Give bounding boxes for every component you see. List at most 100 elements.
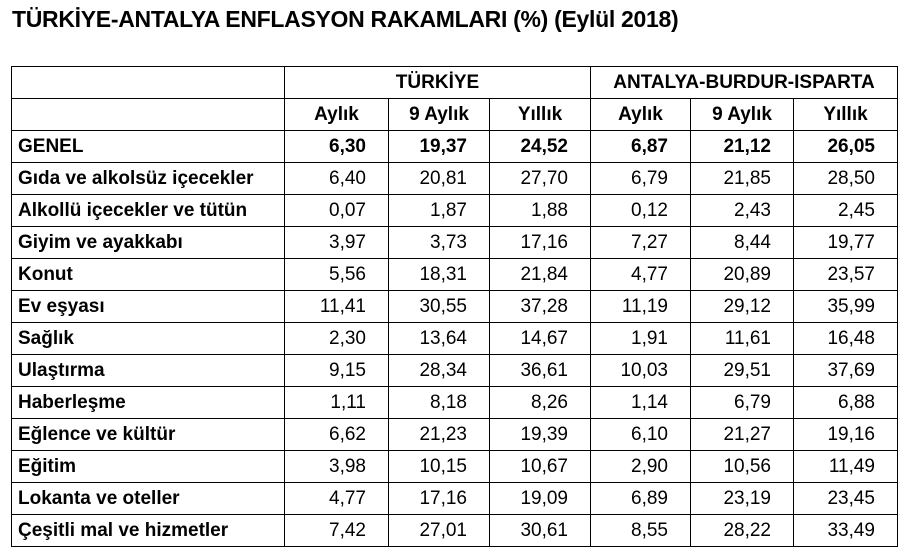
value-cell: 6,79 <box>590 162 691 195</box>
value-cell: 21,85 <box>690 162 794 195</box>
column-header: Yıllık <box>793 98 898 131</box>
group-header-row: TÜRKİYE ANTALYA-BURDUR-ISPARTA <box>11 66 898 99</box>
value-cell: 6,30 <box>284 130 389 163</box>
data-row: Ev eşyası 11,41 30,55 37,28 11,19 29,12 35,99 <box>11 290 898 323</box>
value-cell: 0,12 <box>590 194 691 227</box>
group-header: TÜRKİYE <box>284 66 591 99</box>
data-row: Çeşitli mal ve hizmetler 7,42 27,01 30,61 8,… <box>11 514 898 547</box>
data-row: GENEL 6,30 19,37 24,52 6,87 21,12 26,05 <box>11 130 898 163</box>
row-label: Sağlık <box>11 322 285 355</box>
data-row: Gıda ve alkolsüz içecekler 6,40 20,81 27,70… <box>11 162 898 195</box>
value-cell: 8,55 <box>590 514 691 547</box>
value-cell: 7,27 <box>590 226 691 259</box>
value-cell: 8,26 <box>489 386 591 419</box>
value-cell: 30,55 <box>388 290 490 323</box>
value-cell: 23,45 <box>793 482 898 515</box>
value-cell: 5,56 <box>284 258 389 291</box>
row-label: Lokanta ve oteller <box>11 482 285 515</box>
data-row: Konut 5,56 18,31 21,84 4,77 20,89 23,57 <box>11 258 898 291</box>
value-cell: 29,12 <box>690 290 794 323</box>
row-label: Ev eşyası <box>11 290 285 323</box>
value-cell: 23,19 <box>690 482 794 515</box>
value-cell: 19,16 <box>793 418 898 451</box>
value-cell: 11,49 <box>793 450 898 483</box>
value-cell: 10,15 <box>388 450 490 483</box>
empty-cell <box>11 66 285 99</box>
row-label: Haberleşme <box>11 386 285 419</box>
value-cell: 21,12 <box>690 130 794 163</box>
value-cell: 1,91 <box>590 322 691 355</box>
value-cell: 10,56 <box>690 450 794 483</box>
data-row: Sağlık 2,30 13,64 14,67 1,91 11,61 16,48 <box>11 322 898 355</box>
value-cell: 9,15 <box>284 354 389 387</box>
value-cell: 35,99 <box>793 290 898 323</box>
value-cell: 17,16 <box>388 482 490 515</box>
value-cell: 0,07 <box>284 194 389 227</box>
value-cell: 19,37 <box>388 130 490 163</box>
row-label: Eğitim <box>11 450 285 483</box>
value-cell: 37,69 <box>793 354 898 387</box>
value-cell: 11,61 <box>690 322 794 355</box>
value-cell: 19,39 <box>489 418 591 451</box>
table-body: TÜRKİYE ANTALYA-BURDUR-ISPARTA Aylık 9 Aylı… <box>11 66 898 547</box>
value-cell: 21,84 <box>489 258 591 291</box>
value-cell: 6,10 <box>590 418 691 451</box>
column-header: Aylık <box>590 98 691 131</box>
value-cell: 3,73 <box>388 226 490 259</box>
value-cell: 1,87 <box>388 194 490 227</box>
value-cell: 8,18 <box>388 386 490 419</box>
value-cell: 1,11 <box>284 386 389 419</box>
column-header-row: Aylık 9 Aylık Yıllık Aylık 9 Aylık Yıllık <box>11 98 898 131</box>
value-cell: 20,81 <box>388 162 490 195</box>
value-cell: 37,28 <box>489 290 591 323</box>
value-cell: 36,61 <box>489 354 591 387</box>
column-header: 9 Aylık <box>690 98 794 131</box>
value-cell: 11,19 <box>590 290 691 323</box>
row-label: Alkollü içecekler ve tütün <box>11 194 285 227</box>
title: TÜRKİYE-ANTALYA ENFLASYON RAKAMLARI (%) … <box>12 6 679 32</box>
value-cell: 26,05 <box>793 130 898 163</box>
data-row: Eğitim 3,98 10,15 10,67 2,90 10,56 11,49 <box>11 450 898 483</box>
value-cell: 6,62 <box>284 418 389 451</box>
value-cell: 21,23 <box>388 418 490 451</box>
value-cell: 16,48 <box>793 322 898 355</box>
inflation-table: TÜRKİYE ANTALYA-BURDUR-ISPARTA Aylık 9 Aylı… <box>11 66 898 547</box>
column-header: 9 Aylık <box>388 98 490 131</box>
group-header: ANTALYA-BURDUR-ISPARTA <box>590 66 898 99</box>
row-label: Gıda ve alkolsüz içecekler <box>11 162 285 195</box>
value-cell: 1,14 <box>590 386 691 419</box>
value-cell: 33,49 <box>793 514 898 547</box>
data-row: Alkollü içecekler ve tütün 0,07 1,87 1,88 0,… <box>11 194 898 227</box>
value-cell: 3,98 <box>284 450 389 483</box>
value-cell: 27,01 <box>388 514 490 547</box>
data-row: Haberleşme 1,11 8,18 8,26 1,14 6,79 6,88 <box>11 386 898 419</box>
empty-cell <box>11 98 285 131</box>
value-cell: 14,67 <box>489 322 591 355</box>
value-cell: 28,34 <box>388 354 490 387</box>
value-cell: 18,31 <box>388 258 490 291</box>
value-cell: 20,89 <box>690 258 794 291</box>
value-cell: 19,77 <box>793 226 898 259</box>
value-cell: 23,57 <box>793 258 898 291</box>
value-cell: 13,64 <box>388 322 490 355</box>
data-row: Lokanta ve oteller 4,77 17,16 19,09 6,89 23,1… <box>11 482 898 515</box>
value-cell: 6,87 <box>590 130 691 163</box>
row-label: GENEL <box>11 130 285 163</box>
row-label: Konut <box>11 258 285 291</box>
value-cell: 4,77 <box>284 482 389 515</box>
value-cell: 10,03 <box>590 354 691 387</box>
value-cell: 28,50 <box>793 162 898 195</box>
value-cell: 2,90 <box>590 450 691 483</box>
value-cell: 1,88 <box>489 194 591 227</box>
data-row: Giyim ve ayakkabı 3,97 3,73 17,16 7,27 8,44 19… <box>11 226 898 259</box>
row-label: Çeşitli mal ve hizmetler <box>11 514 285 547</box>
row-label: Giyim ve ayakkabı <box>11 226 285 259</box>
value-cell: 2,30 <box>284 322 389 355</box>
data-row: Eğlence ve kültür 6,62 21,23 19,39 6,10 21,27… <box>11 418 898 451</box>
value-cell: 6,40 <box>284 162 389 195</box>
value-cell: 11,41 <box>284 290 389 323</box>
value-cell: 10,67 <box>489 450 591 483</box>
value-cell: 17,16 <box>489 226 591 259</box>
value-cell: 6,88 <box>793 386 898 419</box>
